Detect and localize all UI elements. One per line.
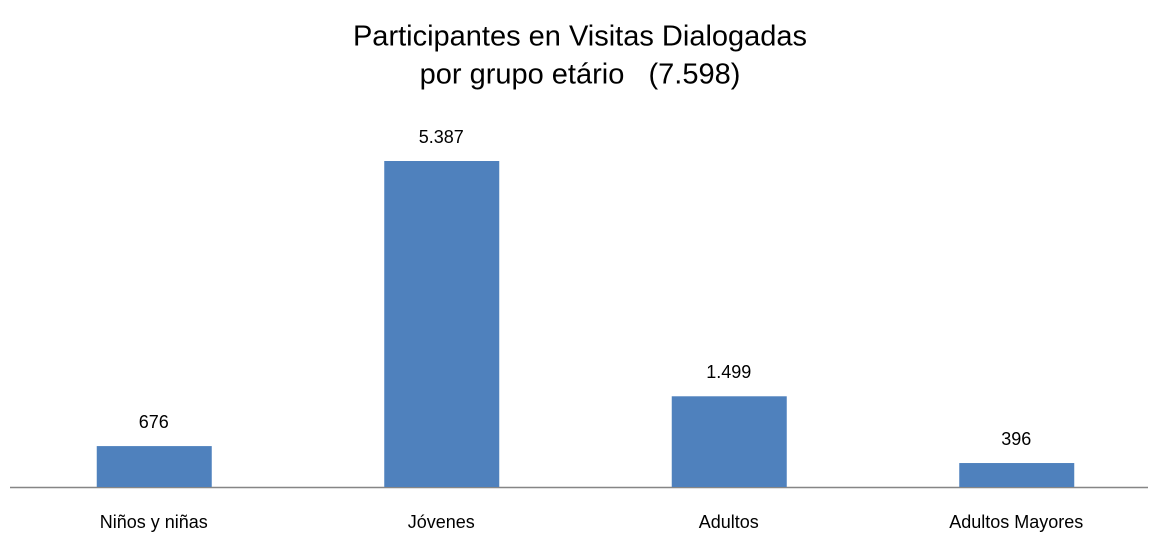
x-tick-label: Niños y niñas	[100, 512, 208, 532]
bar	[959, 463, 1075, 487]
x-tick-label: Adultos	[699, 512, 759, 532]
x-tick-label: Jóvenes	[408, 512, 475, 532]
x-tick-label: Adultos Mayores	[949, 512, 1083, 532]
data-label: 1.499	[706, 362, 751, 382]
bar	[96, 446, 212, 487]
chart-title: por grupo etário (7.598)	[420, 59, 741, 91]
bar	[384, 161, 500, 487]
chart-title: Participantes en Visitas Dialogadas	[353, 21, 807, 53]
data-label: 396	[1001, 429, 1031, 449]
data-label: 5.387	[419, 127, 464, 147]
data-label: 676	[139, 412, 169, 432]
bar	[671, 396, 787, 487]
